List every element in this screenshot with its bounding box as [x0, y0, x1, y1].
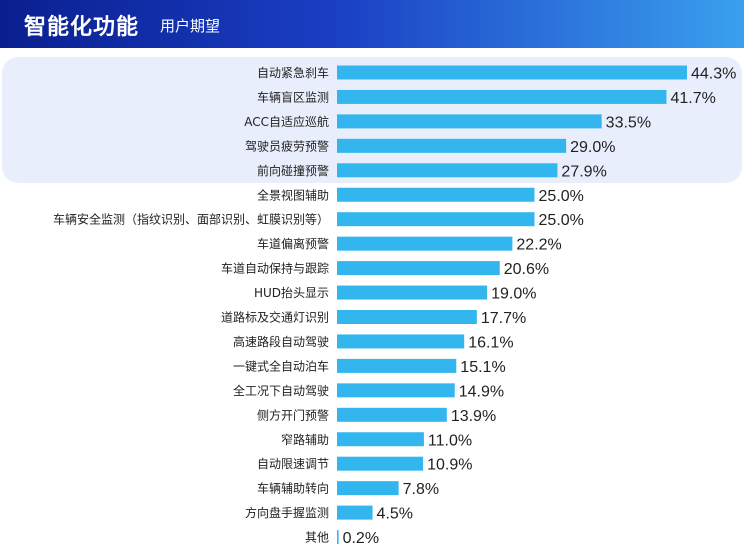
category-label: 全工况下自动驾驶: [233, 383, 329, 398]
value-label: 41.7%: [670, 90, 715, 107]
category-label: 车道自动保持与跟踪: [221, 261, 329, 276]
value-label: 25.0%: [539, 188, 584, 205]
category-label: ACC自适应巡航: [244, 114, 329, 129]
value-label: 19.0%: [491, 286, 536, 303]
category-label: 自动限速调节: [257, 457, 329, 471]
bar: [337, 212, 535, 227]
bar: [337, 481, 399, 496]
value-label: 33.5%: [606, 114, 651, 131]
bar: [337, 530, 339, 545]
value-label: 13.9%: [451, 408, 496, 425]
bar: [337, 383, 455, 398]
bar: [337, 285, 488, 300]
value-label: 17.7%: [481, 310, 526, 327]
bar: [337, 505, 373, 520]
category-label: 全景视图辅助: [257, 187, 329, 202]
bar: [337, 310, 477, 324]
value-label: 11.0%: [428, 432, 472, 449]
value-label: 15.1%: [460, 359, 505, 376]
value-label: 25.0%: [539, 212, 584, 229]
category-label: HUD抬头显示: [254, 286, 329, 300]
category-label: 侧方开门预警: [257, 407, 329, 422]
bar: [337, 407, 447, 422]
category-label: 自动紧急刹车: [257, 65, 329, 80]
bar: [337, 138, 567, 153]
value-label: 29.0%: [570, 139, 615, 156]
value-label: 0.2%: [343, 530, 379, 547]
bar: [337, 261, 500, 276]
bar: [337, 358, 457, 373]
page-title: 智能化功能: [24, 15, 140, 40]
value-label: 16.1%: [468, 334, 513, 351]
bar: [337, 456, 424, 471]
value-label: 27.9%: [561, 163, 606, 180]
category-label: 道路标及交通灯识别: [221, 310, 329, 325]
bar: [337, 89, 667, 104]
bar: [337, 187, 535, 202]
bar: [337, 65, 687, 80]
category-label: 车辆盲区监测: [257, 89, 329, 104]
category-label: 车辆安全监测（指纹识别、面部识别、虹膜识别等）: [53, 212, 329, 227]
category-label: 前向碰撞预警: [257, 163, 329, 178]
category-label: 一键式全自动泊车: [233, 358, 329, 373]
header-banner: 智能化功能 用户期望: [0, 0, 744, 48]
bar: [337, 334, 465, 349]
category-label: 其他: [305, 531, 329, 545]
value-label: 10.9%: [427, 457, 472, 474]
category-label: 车辆辅助转向: [257, 481, 329, 496]
bar: [337, 432, 424, 447]
category-label: 窄路辅助: [281, 432, 329, 447]
category-label: 方向盘手握监测: [245, 505, 329, 520]
value-label: 44.3%: [691, 66, 736, 83]
value-label: 4.5%: [377, 506, 413, 523]
value-label: 14.9%: [459, 383, 504, 400]
category-label: 车道偏离预警: [257, 236, 329, 251]
value-label: 22.2%: [516, 237, 561, 254]
bar: [337, 114, 602, 129]
value-label: 20.6%: [504, 261, 549, 278]
page-subtitle: 用户期望: [160, 17, 221, 35]
category-label: 驾驶员疲劳预警: [245, 138, 329, 153]
value-label: 7.8%: [403, 481, 439, 498]
bar: [337, 163, 558, 178]
category-label: 高速路段自动驾驶: [233, 334, 329, 349]
bar: [337, 236, 513, 251]
